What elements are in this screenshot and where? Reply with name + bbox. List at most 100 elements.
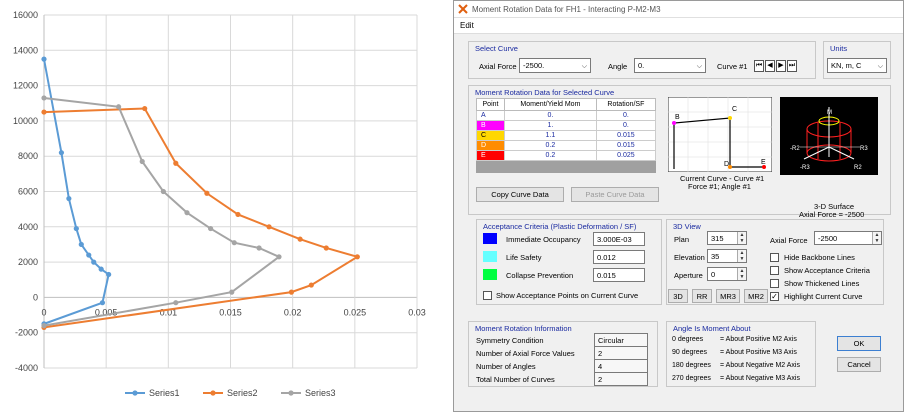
moment-rotation-dialog: Moment Rotation Data for FH1 - Interacti… [453,0,904,412]
surface-caption: 3-D Surface [814,202,855,211]
series-1-point-4 [78,241,84,248]
view-3d-button[interactable]: 3D [668,289,688,303]
cp-color-swatch[interactable] [483,269,497,280]
y-tick-label: 4000 [18,222,38,232]
units-select[interactable]: KN, m, C ⌵ [827,58,887,73]
ls-input[interactable]: 0.012 [593,250,645,264]
moment-cell[interactable]: 1. [504,120,597,131]
ok-button[interactable]: OK [837,336,881,351]
prev-curve-button[interactable]: ◀ [765,60,775,72]
spin-arrows-icon[interactable]: ▲ ▼ [737,268,746,280]
table-row[interactable]: E 0.2 0.025 [476,150,657,161]
chevron-down-icon: ⌵ [877,63,883,70]
table-row[interactable]: B 1. 0. [476,120,657,131]
table-row[interactable]: A 0. 0. [476,110,657,121]
last-curve-button[interactable]: ⏭ [787,60,797,72]
point-cell[interactable]: C [476,130,505,141]
point-cell[interactable]: A [476,110,505,121]
moment-cell[interactable]: 1.1 [504,130,597,141]
show-thickened-checkbox[interactable] [770,279,779,288]
plan-label: Plan [674,235,690,244]
angle-select[interactable]: 0. ⌵ [634,58,706,73]
show-acceptance-criteria-checkbox[interactable] [770,266,779,275]
legend-marker-2 [210,390,216,396]
view-mr3-button[interactable]: MR3 [716,289,740,303]
series-2-point-10 [288,289,295,295]
acceptance-title: Acceptance Criteria (Plastic Deformation… [483,222,637,231]
y-tick-label: -2000 [15,328,38,338]
table-header-point: Point [476,98,505,111]
menu-edit[interactable]: Edit [460,21,474,30]
y-tick-label: -4000 [15,363,38,373]
io-color-swatch[interactable] [483,233,497,244]
show-thickened-label: Show Thickened Lines [784,279,860,288]
point-cell[interactable]: D [476,140,505,151]
surface-label-m: M [827,110,832,116]
surface-label-r2: R2 [854,165,862,171]
copy-curve-data-button[interactable]: Copy Curve Data [476,187,564,202]
moment-cell[interactable]: 0.2 [504,140,597,151]
axial-force-3d-input[interactable]: -2500 ▲ ▼ [814,231,882,245]
surface-label-r3: R3 [860,146,868,152]
spin-arrows-icon[interactable]: ▲ ▼ [737,232,746,244]
view-rr-button[interactable]: RR [692,289,712,303]
series-line-2 [43,107,360,329]
cancel-button[interactable]: Cancel [837,357,881,372]
scatter-chart: -4000 -2000 0 2000 4000 6000 8000 10000 12000 140… [0,0,445,412]
surface-label-neg-r2: -R2 [790,146,800,152]
paste-curve-data-button[interactable]: Paste Curve Data [571,187,659,202]
highlight-current-checkbox[interactable]: ✓ [770,292,779,301]
first-curve-button[interactable]: ⏮ [754,60,764,72]
point-cell[interactable]: B [476,120,505,131]
legend-marker-1 [132,390,138,396]
series-2-point-1 [142,105,148,112]
axial-force-select[interactable]: -2500. ⌵ [519,58,591,73]
legend-marker-3 [288,390,294,396]
plot-label-e: E [761,159,766,166]
axial-force-3d-value: -2500 [818,234,838,243]
series-3-point-8 [276,254,282,260]
rotation-cell[interactable]: 0.015 [595,130,657,141]
app-logo-icon [458,4,468,14]
table-row[interactable]: C 1.1 0.015 [476,130,657,141]
point-cell[interactable]: E [476,150,505,161]
angle-deg-90: 90 degrees [672,349,708,356]
io-input[interactable]: 3.000E-03 [593,232,645,246]
cp-input[interactable]: 0.015 [593,268,645,282]
ls-color-swatch[interactable] [483,251,497,262]
chart-canvas: -4000 -2000 0 2000 4000 6000 8000 10000 12000 140… [13,10,426,398]
show-acceptance-points-checkbox[interactable] [483,291,492,300]
table-header-row: Point Moment/Yield Mom Rotation/SF [476,98,657,111]
rotation-cell[interactable]: 0.015 [595,140,657,151]
series-1-point-5 [86,252,92,258]
elevation-label: Elevation [674,253,705,262]
series-2-point-2 [173,160,179,166]
view-mr2-button[interactable]: MR2 [744,289,768,303]
moment-cell[interactable]: 0. [504,110,597,121]
rotation-cell[interactable]: 0.025 [595,150,657,161]
series-2-point-6 [297,236,303,242]
angle-deg-0: 0 degrees [672,336,704,343]
moment-rotation-table[interactable]: Point Moment/Yield Mom Rotation/SF A 0. … [476,98,657,173]
aperture-input[interactable]: 0 ▲ ▼ [707,267,747,281]
series-3-point-0 [41,95,47,101]
hide-backbone-checkbox[interactable] [770,253,779,262]
moment-cell[interactable]: 0.2 [504,150,597,161]
spin-arrows-icon[interactable]: ▲ ▼ [737,250,746,262]
spin-arrows-icon[interactable]: ▲ ▼ [872,232,881,244]
y-tick-label: 2000 [18,257,38,267]
elevation-input[interactable]: 35 ▲ ▼ [707,249,747,263]
symmetry-label: Symmetry Condition [476,336,544,345]
angle-desc-180: = About Negative M2 Axis [720,362,800,369]
y-tick-label: 10000 [13,116,38,126]
table-row[interactable]: D 0.2 0.015 [476,140,657,151]
axial-force-3d-label: Axial Force [770,236,808,245]
axial-force-count-label: Number of Axial Force Values [476,349,575,358]
series-1-point-9 [99,300,106,306]
plan-input[interactable]: 315 ▲ ▼ [707,231,747,245]
rotation-cell[interactable]: 0. [595,120,657,131]
table-filler-row [476,160,656,173]
series-2-point-5 [266,224,272,230]
next-curve-button[interactable]: ▶ [776,60,786,72]
rotation-cell[interactable]: 0. [595,110,657,121]
